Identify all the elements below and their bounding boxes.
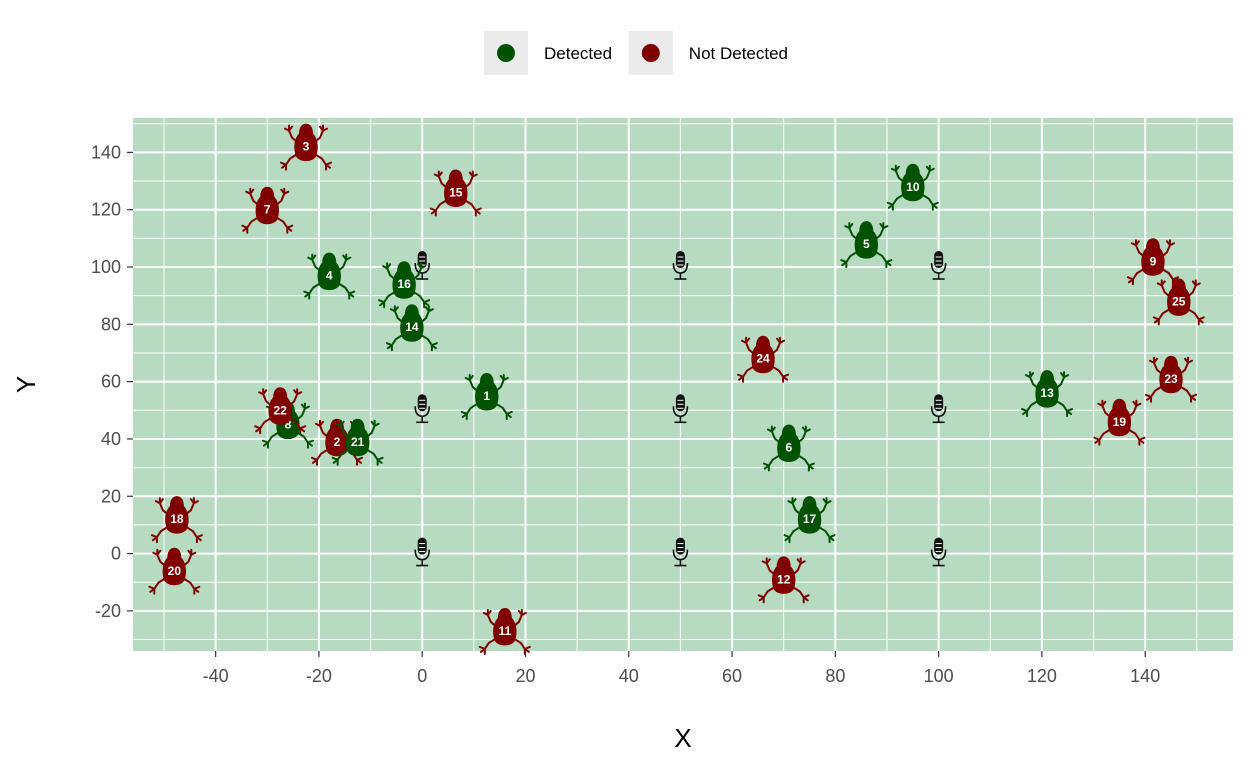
frog-id-label: 5	[863, 237, 870, 251]
frog-marker-21: 21	[331, 418, 384, 466]
frog-id-label: 24	[756, 352, 770, 366]
frog-marker-25: 25	[1152, 278, 1205, 326]
legend-label: Not Detected	[689, 44, 788, 63]
frog-id-label: 18	[170, 512, 184, 526]
frog-id-label: 3	[303, 140, 310, 154]
frog-marker-7: 7	[241, 186, 294, 234]
frog-marker-4: 4	[303, 252, 356, 300]
frog-marker-3: 3	[280, 123, 333, 171]
x-tick-label: 120	[1027, 666, 1057, 686]
frog-marker-19: 19	[1093, 398, 1146, 446]
frog-marker-24: 24	[737, 335, 790, 383]
legend: Detected Not Detected	[484, 31, 788, 75]
legend-dot	[497, 44, 515, 62]
y-tick-label: 80	[101, 314, 121, 334]
frog-marker-9: 9	[1126, 238, 1179, 286]
frog-marker-17: 17	[783, 496, 836, 544]
frog-id-label: 25	[1172, 294, 1186, 308]
frog-id-label: 23	[1164, 372, 1178, 386]
legend-label: Detected	[544, 44, 612, 63]
frog-marker-6: 6	[762, 424, 815, 472]
microphone-icon	[672, 251, 689, 280]
y-axis-title: Y	[11, 376, 41, 393]
frog-marker-11: 11	[478, 607, 531, 655]
y-tick-label: -20	[95, 601, 121, 621]
frog-id-label: 14	[405, 320, 419, 334]
frog-marker-18: 18	[150, 496, 203, 544]
microphone-icon	[672, 394, 689, 424]
x-tick-label: -40	[203, 666, 229, 686]
frog-id-label: 4	[326, 269, 333, 283]
frog-marker-5: 5	[840, 221, 893, 269]
frog-marker-15: 15	[429, 169, 482, 217]
y-tick-label: 20	[101, 486, 121, 506]
x-tick-label: 60	[722, 666, 742, 686]
frog-marker-12: 12	[757, 556, 810, 604]
frog-id-label: 6	[786, 441, 793, 455]
x-tick-label: -20	[306, 666, 332, 686]
microphone-icon	[672, 537, 689, 567]
x-tick-label: 40	[619, 666, 639, 686]
y-tick-label: 40	[101, 429, 121, 449]
y-tick-label: 140	[91, 142, 121, 162]
frog-id-label: 2	[334, 435, 341, 449]
x-tick-label: 80	[825, 666, 845, 686]
frog-id-label: 20	[168, 564, 182, 578]
y-tick-label: 120	[91, 200, 121, 220]
microphone-icon	[930, 537, 947, 567]
panel-background	[133, 118, 1233, 651]
frog-id-label: 22	[274, 403, 288, 417]
frog-id-label: 7	[264, 203, 271, 217]
frog-marker-13: 13	[1021, 370, 1074, 418]
frog-id-label: 10	[906, 180, 920, 194]
y-tick-label: 100	[91, 257, 121, 277]
frog-marker-1: 1	[460, 372, 513, 420]
frog-marker-20: 20	[148, 547, 201, 595]
frog-marker-14: 14	[385, 304, 438, 352]
frog-id-label: 9	[1150, 254, 1157, 268]
frog-marker-16: 16	[378, 261, 431, 309]
x-axis-title: X	[674, 723, 691, 753]
frog-id-label: 19	[1113, 415, 1127, 429]
frog-id-label: 16	[397, 277, 411, 291]
frog-id-label: 12	[777, 572, 791, 586]
legend-entry-not-detected: Not Detected	[628, 31, 788, 75]
x-tick-label: 100	[924, 666, 954, 686]
x-tick-label: 140	[1130, 666, 1160, 686]
frog-id-label: 1	[483, 389, 490, 403]
microphone-icon	[414, 537, 431, 567]
frog-marker-22: 22	[254, 387, 307, 435]
microphone-icon	[414, 251, 431, 280]
frog-id-label: 11	[498, 624, 511, 638]
frog-marker-10: 10	[886, 163, 939, 211]
frog-layer: 1234567891011121314151617181920212223242…	[148, 123, 1205, 655]
x-tick-label: 20	[515, 666, 535, 686]
frog-id-label: 17	[803, 512, 817, 526]
y-axis: -20 0 20 40 60 80 100 120 140	[91, 142, 133, 621]
y-tick-label: 60	[101, 372, 121, 392]
microphone-icon	[930, 394, 947, 424]
frog-id-label: 21	[351, 435, 365, 449]
y-tick-label: 0	[111, 544, 121, 564]
legend-entry-detected: Detected	[484, 31, 612, 75]
x-axis: -40 -20 0 20 40 60 80 100 120 140	[203, 651, 1160, 686]
microphone-icon	[414, 394, 431, 424]
recorder-layer	[414, 251, 947, 567]
frog-id-label: 8	[285, 418, 292, 432]
frog-marker-23: 23	[1145, 355, 1198, 403]
frog-id-label: 15	[449, 186, 463, 200]
microphone-icon	[930, 251, 947, 280]
legend-dot	[641, 44, 660, 62]
frog-id-label: 13	[1040, 386, 1054, 400]
x-tick-label: 0	[417, 666, 427, 686]
